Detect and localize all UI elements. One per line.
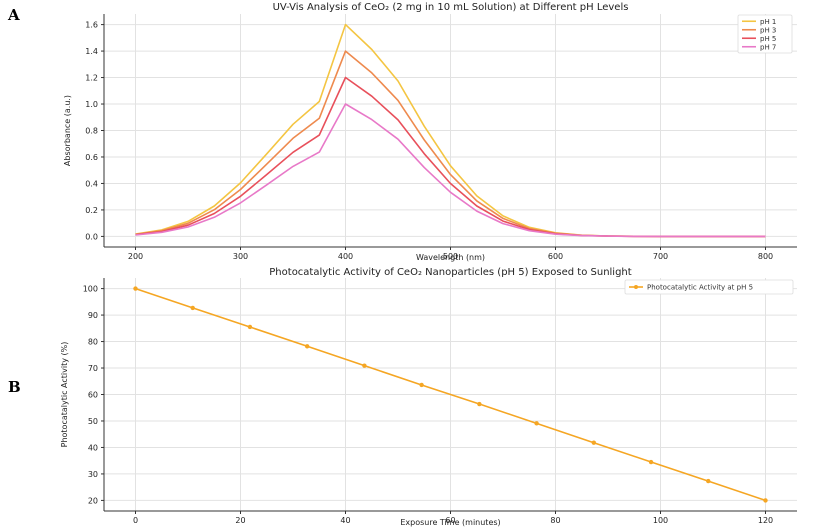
- x-tick-label: 80: [550, 516, 560, 525]
- x-axis-label: Exposure Time (minutes): [400, 518, 500, 527]
- x-tick-label: 0: [133, 516, 138, 525]
- data-point: [419, 382, 424, 388]
- y-tick-label: 40: [88, 443, 98, 452]
- data-point: [362, 363, 367, 368]
- y-tick-label: 0.2: [85, 206, 98, 215]
- y-tick-label: 100: [83, 285, 98, 294]
- uv-vis-chart: 200 300 400 500 600 700 800 0.0 0.2 0.4 0.6 0.8 1.0 1…: [63, 2, 797, 262]
- legend-label: Photocatalytic Activity at pH 5: [647, 284, 753, 292]
- y-tick-label: 20: [88, 496, 98, 505]
- x-tick-label: 100: [653, 516, 668, 525]
- y-axis-label: Absorbance (a.u.): [63, 95, 72, 166]
- y-tick-label: 80: [88, 338, 98, 347]
- x-tick-label: 500: [443, 252, 458, 261]
- y-tick-label: 1.6: [85, 21, 98, 30]
- y-tick-label: 1.2: [85, 74, 98, 83]
- y-tick-label: 1.4: [85, 47, 98, 56]
- data-point: [763, 498, 768, 503]
- x-tick-label: 120: [758, 516, 773, 525]
- x-tick-label: 20: [235, 516, 245, 525]
- legend-label: pH 5: [760, 35, 776, 43]
- y-tick-label: 30: [88, 470, 98, 479]
- chart-title: Photocatalytic Activity of CeO₂ Nanopart…: [269, 267, 631, 278]
- y-tick-label: 0.6: [85, 153, 98, 162]
- x-tick-label: 800: [758, 252, 773, 261]
- data-point: [304, 344, 310, 349]
- legend-label: pH 7: [760, 43, 776, 51]
- data-point: [534, 421, 539, 426]
- y-tick-label: 0.4: [85, 179, 98, 188]
- photocatalytic-chart: 0 20 40 60 80 100 120 20 30 40 50 60 70 80 90 100 Photoc…: [60, 267, 797, 527]
- y-tick-label: 60: [88, 391, 98, 400]
- legend-label: pH 3: [760, 26, 776, 34]
- x-tick-label: 40: [340, 516, 350, 525]
- y-axis-label: Photocatalytic Activity (%): [60, 342, 69, 448]
- legend-marker: [634, 285, 638, 289]
- x-tick-label: 600: [548, 252, 563, 261]
- legend-box: [624, 279, 794, 295]
- x-axis-label: Wavelength (nm): [416, 253, 485, 262]
- y-tick-label: 0.0: [85, 232, 98, 241]
- data-point: [190, 305, 195, 311]
- data-point: [133, 286, 138, 291]
- y-tick-label: 90: [88, 311, 98, 320]
- data-point: [706, 478, 711, 484]
- x-tick-label: 200: [128, 252, 143, 261]
- y-tick-label: 50: [88, 417, 98, 426]
- data-point: [591, 440, 597, 445]
- data-point: [477, 401, 482, 407]
- data-point: [648, 459, 654, 465]
- legend-label: pH 1: [760, 18, 776, 26]
- series-line: [135, 103, 766, 238]
- panel-label-b: B: [8, 378, 21, 396]
- chart-title: UV-Vis Analysis of CeO₂ (2 mg in 10 mL S…: [273, 2, 629, 13]
- panel-label-a: A: [8, 6, 20, 24]
- x-tick-label: 60: [445, 516, 455, 525]
- legend-box: [737, 14, 793, 54]
- x-tick-label: 700: [653, 252, 668, 261]
- series-line: [135, 287, 766, 502]
- y-tick-label: 70: [88, 364, 98, 373]
- y-tick-label: 1.0: [85, 100, 98, 109]
- x-tick-label: 300: [233, 252, 248, 261]
- x-tick-label: 400: [338, 252, 353, 261]
- data-point: [247, 324, 253, 330]
- y-tick-label: 0.8: [85, 127, 98, 136]
